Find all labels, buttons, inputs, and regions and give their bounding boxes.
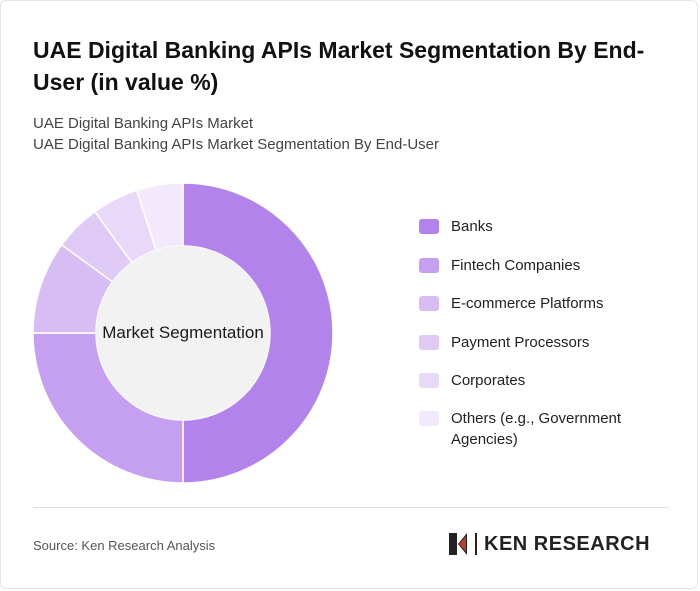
legend-label: E-commerce Platforms bbox=[451, 295, 604, 312]
logo-separator bbox=[475, 533, 477, 555]
legend-swatch bbox=[419, 219, 439, 234]
legend-item: Others (e.g., Government Agencies) bbox=[419, 408, 669, 450]
legend-swatch bbox=[419, 335, 439, 350]
chart-subtitle-2: UAE Digital Banking APIs Market Segmenta… bbox=[33, 136, 440, 153]
legend-item: Corporates bbox=[419, 370, 669, 391]
legend-swatch bbox=[419, 373, 439, 388]
ken-research-logo-icon bbox=[449, 533, 467, 555]
donut-chart bbox=[33, 183, 333, 483]
ken-research-logo: KEN RESEARCH bbox=[447, 531, 650, 557]
legend-swatch bbox=[419, 296, 439, 311]
source-note: Source: Ken Research Analysis bbox=[33, 538, 216, 553]
legend-label: Payment Processors bbox=[451, 334, 590, 351]
donut-hole bbox=[96, 246, 270, 420]
legend-label: Fintech Companies bbox=[451, 257, 581, 274]
legend-item: Fintech Companies bbox=[419, 255, 669, 276]
legend-label: Banks bbox=[451, 218, 493, 235]
legend-swatch bbox=[419, 258, 439, 273]
legend-swatch bbox=[419, 411, 439, 426]
legend-item: E-commerce Platforms bbox=[419, 293, 669, 314]
legend-label: Corporates bbox=[451, 372, 526, 389]
footer-divider bbox=[33, 507, 669, 508]
logo-text: KEN RESEARCH bbox=[484, 532, 651, 555]
chart-title: UAE Digital Banking APIs Market Segmenta… bbox=[33, 37, 645, 95]
legend-label: Others (e.g., Government Agencies) bbox=[451, 410, 622, 448]
legend-item: Payment Processors bbox=[419, 332, 669, 353]
chart-subtitle: UAE Digital Banking APIs Market bbox=[33, 115, 254, 132]
legend-item: Banks bbox=[419, 216, 669, 237]
donut-svg bbox=[33, 183, 333, 483]
